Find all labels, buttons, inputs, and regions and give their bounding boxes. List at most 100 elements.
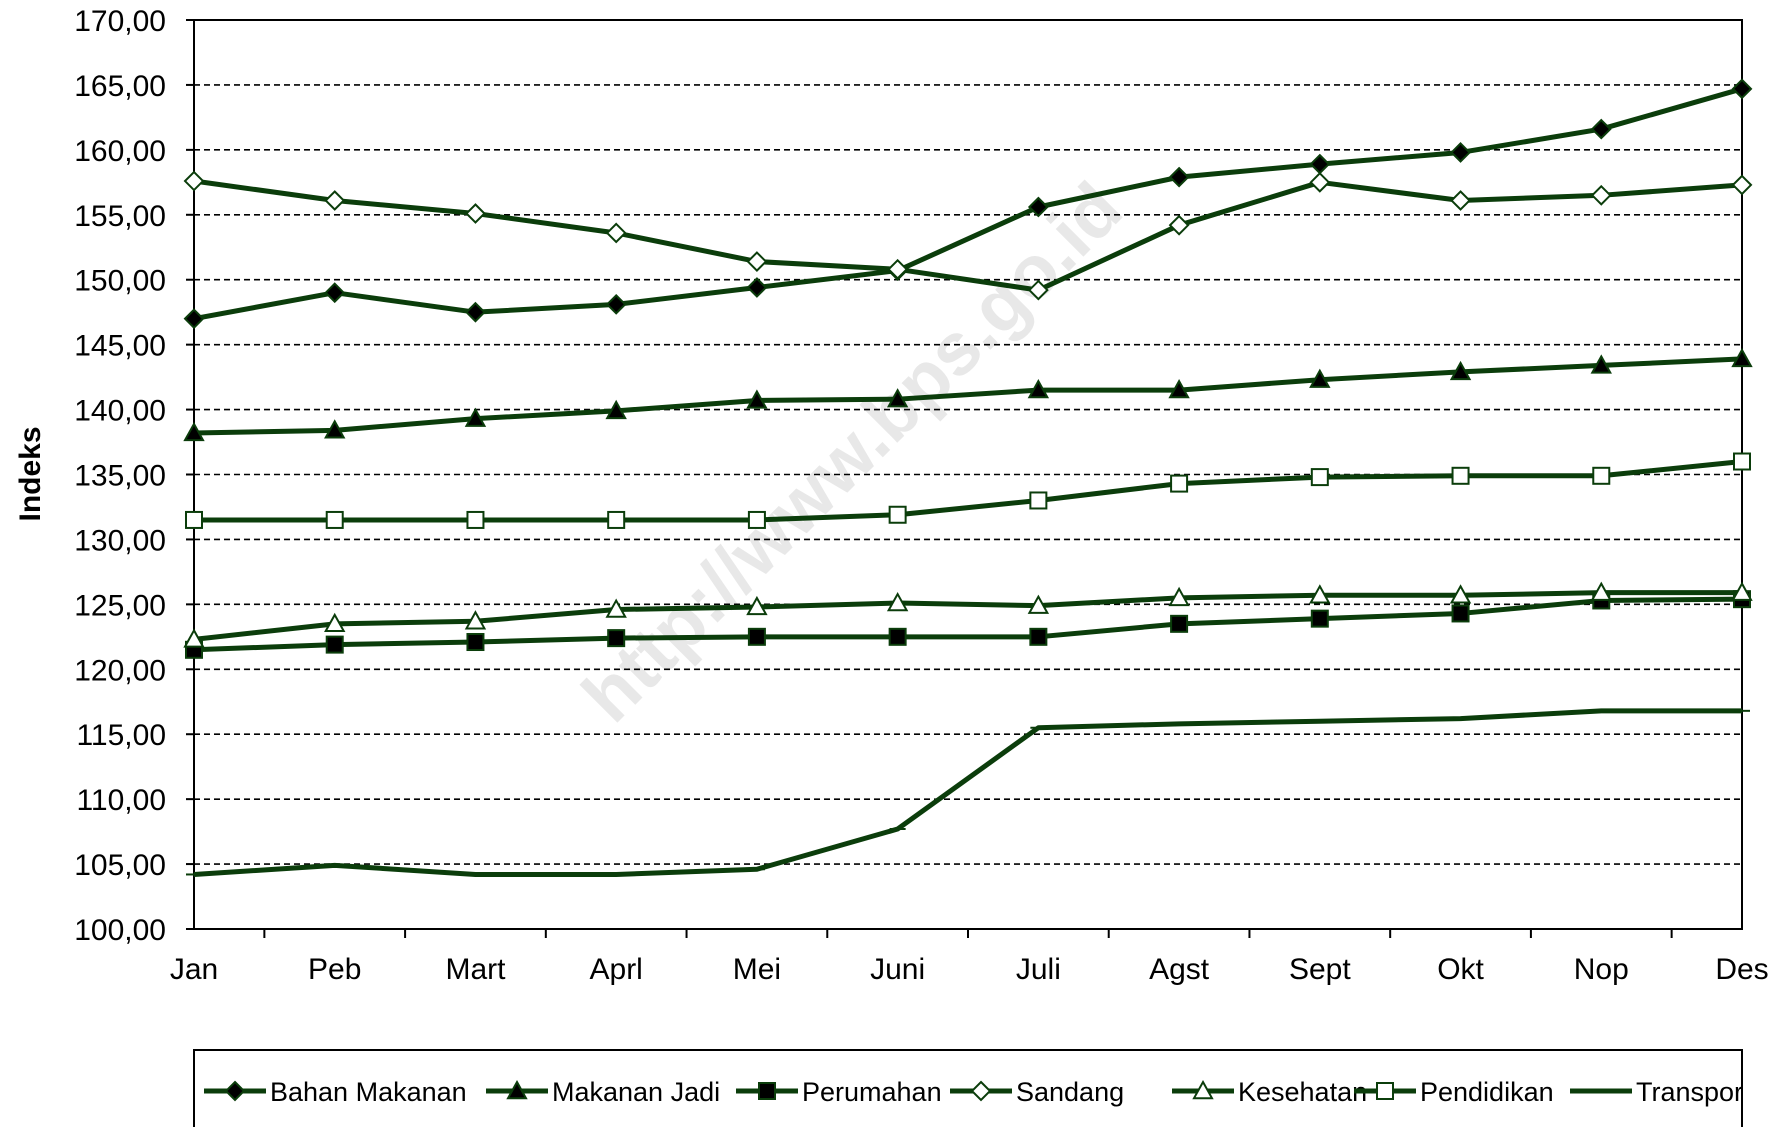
- data-point: [1168, 214, 1190, 236]
- series-3: [185, 590, 1751, 659]
- series-line: [193, 356, 1743, 436]
- data-point: [1449, 584, 1472, 604]
- x-tick-label: Nop: [1574, 953, 1629, 986]
- x-tick-label: Peb: [308, 953, 361, 986]
- legend-label: Pendidikan: [1420, 1077, 1554, 1107]
- data-point: [1731, 581, 1753, 601]
- data-point: [1731, 347, 1753, 368]
- y-tick-label: 110,00: [76, 784, 166, 817]
- series-7: [186, 708, 1750, 877]
- data-point: [888, 505, 907, 524]
- data-point: [1731, 78, 1753, 100]
- data-point: [466, 633, 485, 652]
- legend-item: Transpor: [1570, 1077, 1743, 1107]
- data-point: [1590, 354, 1612, 374]
- data-point: [607, 510, 626, 529]
- data-point: [183, 308, 205, 330]
- data-point: [1309, 368, 1331, 388]
- data-point: [1590, 581, 1612, 601]
- series-5: [183, 581, 1753, 648]
- data-point: [746, 389, 768, 409]
- legend-label: Kesehatan: [1238, 1077, 1367, 1107]
- x-tick-label: Mei: [733, 953, 781, 986]
- data-point: [607, 629, 626, 648]
- y-tick-label: 120,00: [74, 654, 166, 687]
- data-point: [1170, 614, 1189, 633]
- data-point: [1310, 609, 1329, 628]
- data-point: [324, 612, 346, 633]
- data-point: [886, 591, 909, 612]
- data-point: [465, 301, 486, 323]
- x-tick-label: Des: [1715, 953, 1768, 986]
- data-point: [1733, 452, 1751, 471]
- legend-label: Makanan Jadi: [552, 1077, 720, 1107]
- data-point: [1451, 604, 1470, 623]
- y-tick-label: 100,00: [74, 914, 166, 947]
- y-axis: 100,00 105,00 110,00 115,00 120,00 125,00 130,…: [74, 5, 194, 947]
- y-tick-label: 140,00: [74, 395, 166, 428]
- series-4: [183, 170, 1753, 301]
- legend-item: Pendidikan: [1354, 1077, 1554, 1107]
- data-point: [465, 203, 486, 224]
- data-point: [1309, 584, 1331, 604]
- data-point: [1590, 184, 1612, 206]
- data-point: [605, 293, 627, 315]
- legend-marker: [970, 1080, 992, 1102]
- y-tick-label: 125,00: [74, 589, 166, 622]
- series-line: [193, 178, 1743, 293]
- data-point: [1027, 279, 1049, 301]
- x-tick-label: Jan: [170, 953, 218, 986]
- y-tick-label: 160,00: [74, 135, 166, 168]
- data-point: [887, 258, 909, 280]
- data-point: [1029, 627, 1048, 646]
- data-point: [746, 277, 768, 298]
- data-point: [1590, 118, 1612, 140]
- series-line: [193, 708, 1742, 877]
- data-point: [324, 419, 346, 439]
- x-axis: Jan Peb Mart Aprl Mei Juni Juli Agst Sept Okt Nop D…: [170, 929, 1769, 986]
- data-point: [464, 610, 487, 630]
- data-point: [888, 627, 907, 646]
- y-tick-label: 145,00: [74, 330, 166, 363]
- y-axis-label: Indeks: [14, 426, 47, 521]
- legend-marker: [1376, 1082, 1394, 1100]
- x-tick-label: Juli: [1016, 953, 1061, 986]
- legend-item: Sandang: [950, 1077, 1124, 1107]
- legend-item: Perumahan: [736, 1077, 942, 1107]
- legend-marker: [506, 1079, 528, 1100]
- watermark-text: http://www.bps.go.id: [566, 166, 1137, 737]
- legend-item: Kesehatan: [1172, 1077, 1367, 1107]
- data-point: [185, 510, 203, 529]
- data-point: [1450, 190, 1471, 211]
- data-point: [1168, 379, 1190, 399]
- y-tick-label: 135,00: [74, 460, 166, 493]
- data-point: [1168, 586, 1190, 607]
- data-point: [1027, 594, 1050, 614]
- data-point: [1450, 142, 1471, 163]
- legend-item: Makanan Jadi: [486, 1077, 720, 1107]
- data-point: [1310, 468, 1329, 487]
- data-point: [183, 421, 205, 442]
- x-tick-label: Agst: [1149, 953, 1210, 986]
- legend-label: Transpor: [1636, 1077, 1743, 1107]
- data-point: [1309, 153, 1331, 175]
- legend-marker: [1192, 1079, 1214, 1100]
- data-point: [1168, 166, 1190, 188]
- data-point: [605, 399, 627, 420]
- data-point: [1027, 379, 1050, 399]
- data-point: [605, 598, 627, 618]
- y-tick-label: 105,00: [74, 849, 166, 882]
- data-point: [1451, 466, 1470, 485]
- data-point: [464, 407, 487, 427]
- legend-label: Perumahan: [802, 1077, 942, 1107]
- x-tick-label: Sept: [1289, 953, 1351, 986]
- x-tick-label: Juni: [870, 953, 925, 986]
- data-point: [1170, 474, 1189, 493]
- data-point: [1029, 491, 1048, 510]
- x-tick-label: Aprl: [590, 953, 643, 986]
- data-point: [183, 628, 205, 648]
- legend-item: Bahan Makanan: [204, 1077, 467, 1107]
- y-tick-label: 130,00: [74, 524, 166, 557]
- series-2: [183, 347, 1753, 442]
